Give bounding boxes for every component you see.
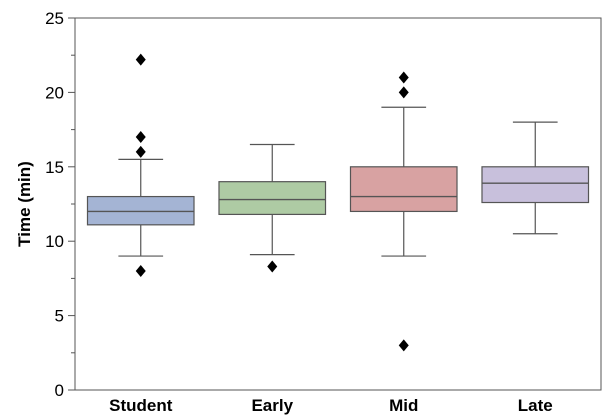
box-group-student [86,53,195,277]
iqr-box [481,166,590,204]
y-tick-label: 0 [55,381,64,400]
x-category-label: Late [518,396,553,415]
y-tick-label: 5 [55,307,64,326]
boxes-layer [86,53,590,352]
box-group-mid [349,71,458,352]
y-axis-ticks: 0 5 10 15 20 25 [45,9,75,400]
outlier-point [267,260,278,273]
y-tick-label: 20 [45,83,64,102]
y-tick-label: 25 [45,9,64,28]
outlier-point [135,53,146,66]
iqr-box [218,181,327,216]
box-group-early [218,143,327,273]
outlier-point [398,71,409,84]
outlier-point [398,86,409,99]
outlier-point [398,339,409,352]
x-category-label: Student [109,396,173,415]
x-category-label: Early [251,396,293,415]
y-tick-label: 10 [45,232,64,251]
outlier-point [135,264,146,277]
y-tick-label: 15 [45,158,64,177]
outlier-point [135,145,146,158]
x-category-label: Mid [389,396,418,415]
iqr-box [349,166,458,213]
iqr-box [86,195,195,226]
y-axis-title: Time (min) [15,161,34,247]
x-axis-labels: Student Early Mid Late [109,396,553,415]
outlier-point [135,131,146,144]
box-group-late [481,121,590,235]
